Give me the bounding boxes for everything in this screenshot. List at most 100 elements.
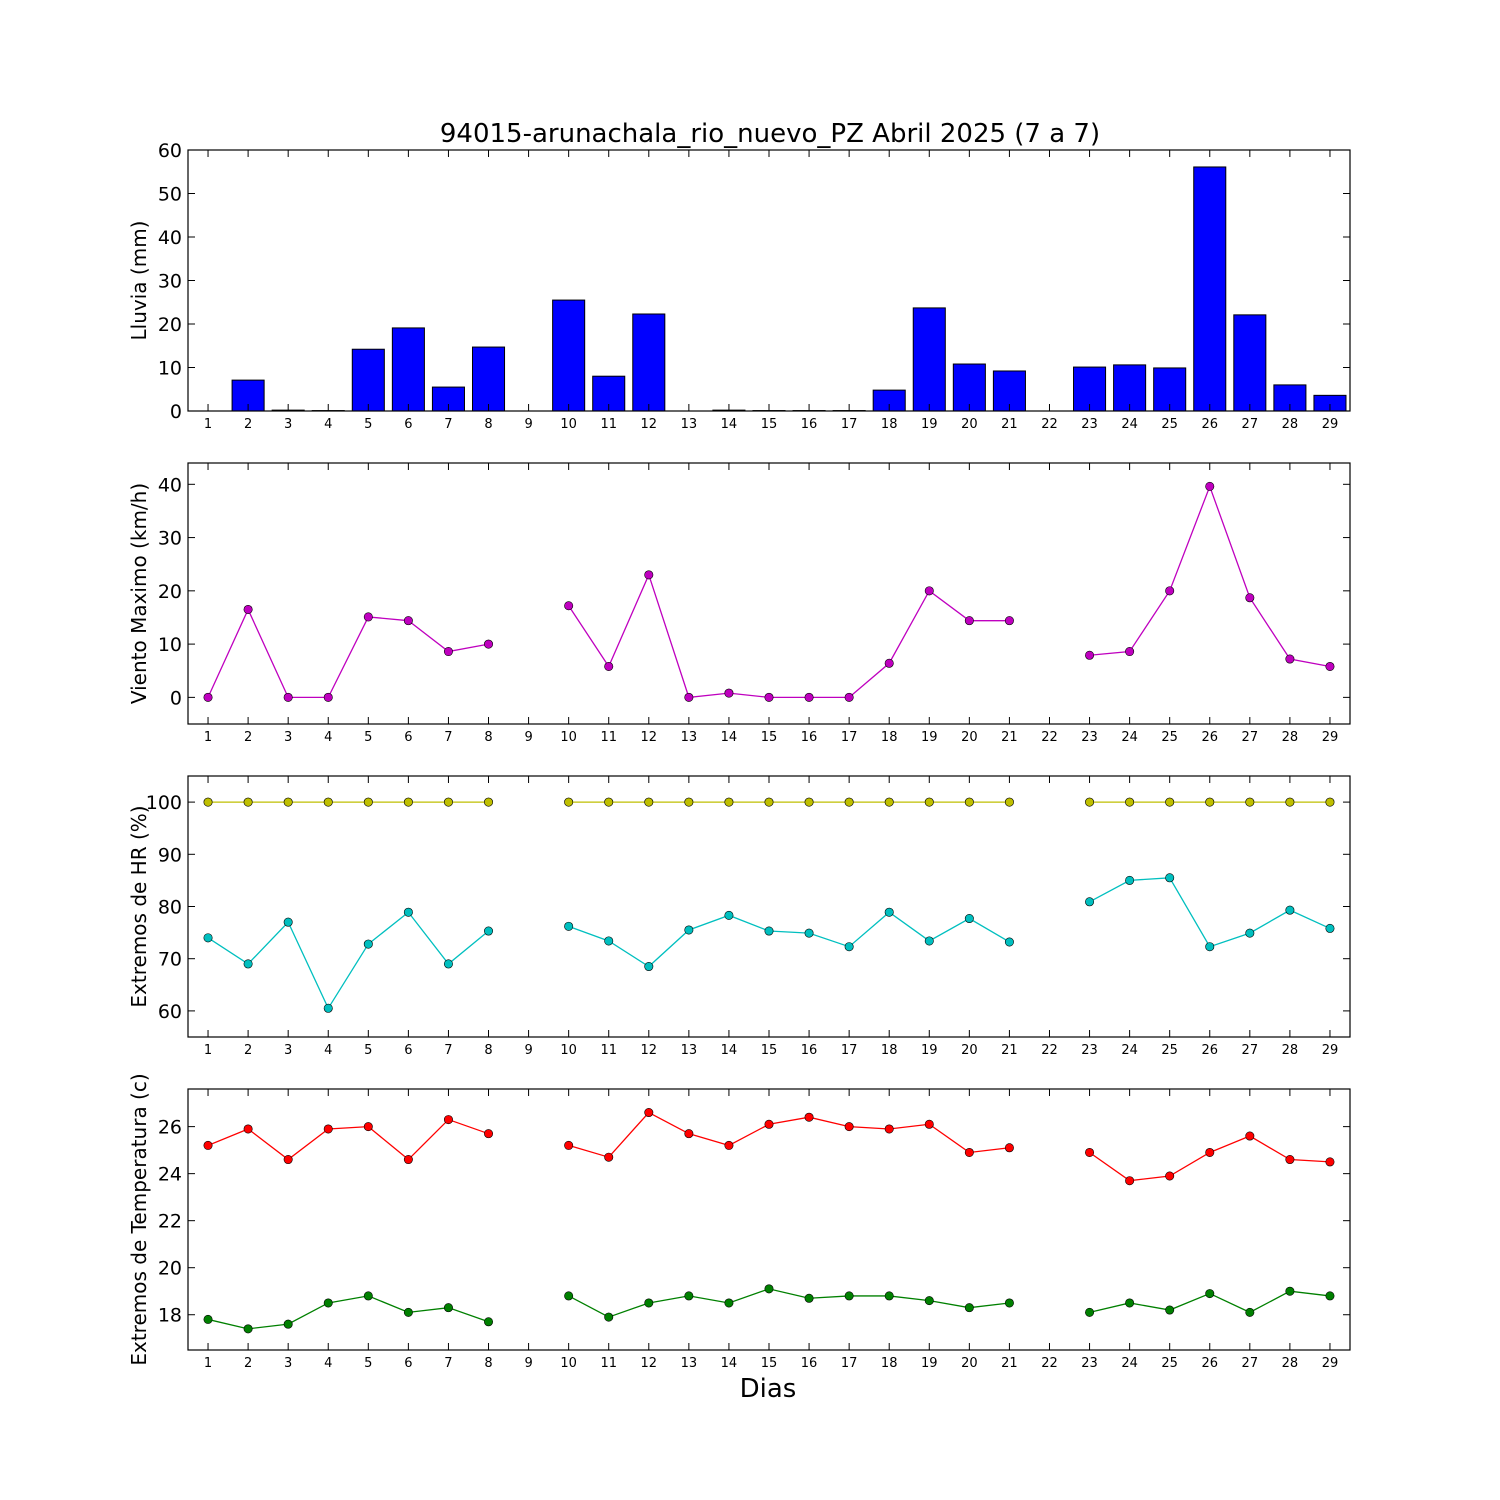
x-tick-label: 15 bbox=[761, 1043, 778, 1058]
x-tick-label: 22 bbox=[1041, 730, 1058, 745]
series-1-point-day-3 bbox=[283, 692, 293, 702]
x-tick-label: 9 bbox=[524, 417, 532, 432]
x-tick-label: 18 bbox=[881, 730, 898, 745]
x-tick-label: 11 bbox=[600, 417, 617, 432]
x-tick-label: 19 bbox=[921, 1043, 938, 1058]
x-tick-label: 4 bbox=[324, 417, 332, 432]
series-1-point-day-23 bbox=[1085, 1147, 1095, 1157]
series-2-line bbox=[568, 911, 1010, 968]
series-1-point-day-29 bbox=[1325, 1157, 1335, 1167]
series-2-point-day-6 bbox=[403, 907, 413, 917]
x-tick-label: 15 bbox=[761, 417, 778, 432]
series-1-point-day-1 bbox=[203, 692, 213, 702]
x-tick-label: 26 bbox=[1201, 417, 1218, 432]
y-axis-label: Extremos de HR (%) bbox=[127, 805, 151, 1007]
x-tick-label: 22 bbox=[1041, 417, 1058, 432]
x-tick-label: 23 bbox=[1081, 1356, 1098, 1371]
series-1-point-day-6 bbox=[403, 616, 413, 626]
y-axis-label: Viento Maximo (km/h) bbox=[127, 483, 151, 704]
series-1-point-day-24 bbox=[1125, 647, 1135, 657]
series-1-point-day-27 bbox=[1245, 593, 1255, 603]
series-1-point-day-18 bbox=[884, 797, 894, 807]
series-1-point-day-7 bbox=[443, 1115, 453, 1125]
series-2-point-day-28 bbox=[1285, 905, 1295, 915]
x-tick-label: 19 bbox=[921, 417, 938, 432]
series-2-point-day-27 bbox=[1245, 928, 1255, 938]
series-2-point-day-2 bbox=[243, 1324, 253, 1334]
series-2-point-day-3 bbox=[283, 917, 293, 927]
x-tick-label: 17 bbox=[841, 1356, 858, 1371]
bar-day-23 bbox=[1073, 366, 1107, 412]
x-tick-label: 12 bbox=[641, 730, 658, 745]
x-tick-label: 12 bbox=[641, 1043, 658, 1058]
x-axis-label: Dias bbox=[740, 1374, 797, 1404]
y-tick-label: 0 bbox=[170, 401, 182, 423]
series-2-point-day-13 bbox=[684, 925, 694, 935]
x-tick-label: 14 bbox=[721, 1356, 738, 1371]
x-tick-label: 3 bbox=[284, 417, 292, 432]
series-2-point-day-29 bbox=[1325, 1291, 1335, 1301]
bar-day-12 bbox=[632, 313, 666, 412]
x-tick-label: 5 bbox=[364, 417, 372, 432]
y-tick-label: 60 bbox=[158, 140, 182, 162]
series-2-point-day-2 bbox=[243, 959, 253, 969]
series-1-point-day-11 bbox=[604, 797, 614, 807]
series-1-point-day-21 bbox=[1004, 616, 1014, 626]
x-tick-label: 23 bbox=[1081, 1043, 1098, 1058]
x-tick-label: 29 bbox=[1322, 417, 1339, 432]
x-tick-label: 6 bbox=[404, 730, 412, 745]
series-1-line bbox=[207, 607, 489, 699]
x-tick-label: 20 bbox=[961, 1356, 978, 1371]
series-2-point-day-21 bbox=[1004, 937, 1014, 947]
y-tick-label: 90 bbox=[158, 844, 182, 866]
x-tick-label: 10 bbox=[560, 1043, 577, 1058]
series-1-point-day-4 bbox=[323, 1124, 333, 1134]
x-tick-label: 28 bbox=[1282, 1043, 1299, 1058]
series-1-line bbox=[207, 1118, 489, 1161]
series-1-point-day-28 bbox=[1285, 654, 1295, 664]
series-2-point-day-23 bbox=[1085, 897, 1095, 907]
series-1-point-day-14 bbox=[724, 1140, 734, 1150]
x-tick-label: 23 bbox=[1081, 417, 1098, 432]
x-tick-label: 15 bbox=[761, 730, 778, 745]
x-tick-label: 29 bbox=[1322, 1043, 1339, 1058]
x-tick-label: 17 bbox=[841, 730, 858, 745]
x-tick-label: 10 bbox=[560, 730, 577, 745]
bar-day-27 bbox=[1233, 314, 1267, 412]
series-1-point-day-7 bbox=[443, 797, 453, 807]
series-1-point-day-23 bbox=[1085, 650, 1095, 660]
series-1-point-day-10 bbox=[564, 601, 574, 611]
y-tick-label: 24 bbox=[158, 1164, 182, 1186]
series-1-point-day-8 bbox=[484, 1129, 494, 1139]
x-tick-label: 6 bbox=[404, 1356, 412, 1371]
series-1-point-day-18 bbox=[884, 658, 894, 668]
series-2-point-day-13 bbox=[684, 1291, 694, 1301]
x-tick-label: 8 bbox=[484, 417, 492, 432]
series-1-point-day-14 bbox=[724, 688, 734, 698]
series-1-point-day-26 bbox=[1205, 797, 1215, 807]
x-tick-label: 6 bbox=[404, 417, 412, 432]
series-2-point-day-19 bbox=[924, 936, 934, 946]
series-2-point-day-16 bbox=[804, 1293, 814, 1303]
series-2-point-day-16 bbox=[804, 928, 814, 938]
y-tick-label: 26 bbox=[158, 1117, 182, 1139]
series-2-point-day-27 bbox=[1245, 1307, 1255, 1317]
bar-day-6 bbox=[391, 327, 425, 412]
series-1-point-day-27 bbox=[1245, 797, 1255, 807]
series-1-point-day-28 bbox=[1285, 797, 1295, 807]
series-1-point-day-13 bbox=[684, 692, 694, 702]
series-2-point-day-15 bbox=[764, 926, 774, 936]
series-1-line bbox=[568, 1111, 1010, 1158]
x-tick-label: 1 bbox=[204, 730, 212, 745]
x-tick-label: 11 bbox=[600, 1043, 617, 1058]
x-tick-label: 15 bbox=[761, 1356, 778, 1371]
series-2-point-day-29 bbox=[1325, 923, 1335, 933]
series-2-point-day-10 bbox=[564, 1291, 574, 1301]
x-tick-label: 25 bbox=[1161, 730, 1178, 745]
series-2-point-day-14 bbox=[724, 1298, 734, 1308]
x-tick-label: 18 bbox=[881, 1356, 898, 1371]
series-1-point-day-25 bbox=[1165, 586, 1175, 596]
x-tick-label: 10 bbox=[560, 417, 577, 432]
series-1-point-day-5 bbox=[363, 797, 373, 807]
series-1-point-day-16 bbox=[804, 797, 814, 807]
